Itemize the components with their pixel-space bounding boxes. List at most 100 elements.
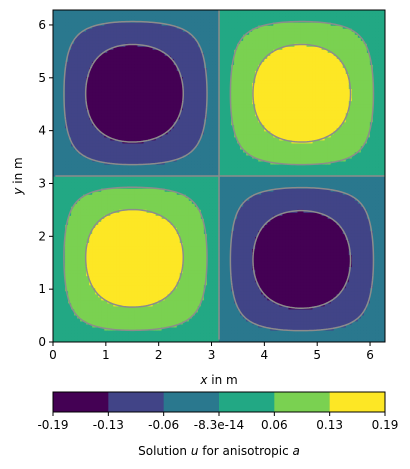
contour-cell <box>86 191 90 195</box>
contour-cell <box>188 263 193 268</box>
contour-cell <box>182 10 187 14</box>
contour-cell <box>131 206 136 210</box>
contour-cell <box>80 79 84 84</box>
contour-cell <box>161 151 166 156</box>
contour-cell <box>122 73 127 77</box>
contour-cell <box>173 151 178 156</box>
contour-cell <box>89 317 93 322</box>
contour-cell <box>95 118 99 123</box>
contour-cell <box>65 185 69 189</box>
contour-cell <box>182 218 187 222</box>
contour-cell <box>152 160 157 165</box>
contour-cell <box>116 278 120 283</box>
contour-cell <box>80 10 84 14</box>
contour-cell <box>53 145 57 150</box>
contour-cell <box>140 296 145 301</box>
contour-cell <box>131 176 136 180</box>
contour-cell <box>80 142 84 147</box>
contour-cell <box>119 338 124 342</box>
contour-cell <box>182 296 187 301</box>
contour-cell <box>146 227 151 231</box>
contour-cell <box>110 203 114 207</box>
contour-cell <box>188 251 193 256</box>
contour-cell <box>161 121 166 126</box>
contour-cell <box>53 82 57 87</box>
contour-cell <box>104 248 108 253</box>
contour-cell <box>185 335 190 340</box>
contour-cell <box>131 335 136 340</box>
contour-cell <box>140 172 145 177</box>
contour-cell <box>125 179 130 183</box>
contour-cell <box>152 182 157 186</box>
contour-cell <box>80 130 84 135</box>
contour-cell <box>92 40 96 44</box>
contour-cell <box>59 305 63 310</box>
contour-cell <box>176 296 181 301</box>
contour-cell <box>77 191 81 195</box>
contour-cell <box>113 263 117 268</box>
contour-cell <box>152 19 157 23</box>
contour-cell <box>110 290 114 295</box>
contour-cell <box>134 49 139 53</box>
contour-cell <box>80 254 84 259</box>
contour-cell <box>98 28 102 32</box>
contour-cell <box>122 200 127 204</box>
contour-cell <box>140 55 145 59</box>
contour-cell <box>179 85 184 90</box>
contour-cell <box>92 46 96 50</box>
contour-cell <box>167 308 172 313</box>
contour-cell <box>95 314 99 319</box>
contour-cell <box>134 290 139 295</box>
contour-cell <box>119 254 124 259</box>
contour-cell <box>101 335 105 340</box>
contour-cell <box>122 169 127 174</box>
contour-cell <box>101 40 105 44</box>
contour-cell <box>164 19 169 23</box>
contour-cell <box>107 302 111 307</box>
contour-cell <box>74 194 78 198</box>
contour-cell <box>149 25 154 29</box>
contour-cell <box>134 236 139 240</box>
contour-cell <box>59 136 63 141</box>
contour-cell <box>104 130 108 135</box>
contour-cell <box>59 299 63 304</box>
contour-cell <box>92 290 96 295</box>
contour-cell <box>164 79 169 84</box>
contour-cell <box>164 136 169 141</box>
contour-cell <box>92 284 96 289</box>
contour-cell <box>149 100 154 105</box>
contour-cell <box>77 145 81 150</box>
contour-cell <box>59 94 63 99</box>
contour-cell <box>113 209 117 213</box>
contour-cell <box>182 112 187 117</box>
contour-cell <box>101 203 105 207</box>
contour-cell <box>140 142 145 147</box>
contour-cell <box>173 19 178 23</box>
contour-cell <box>62 311 66 316</box>
contour-cell <box>131 100 136 105</box>
contour-cell <box>83 188 87 192</box>
contour-cell <box>134 22 139 26</box>
contour-cell <box>185 308 190 313</box>
contour-cell <box>125 55 130 59</box>
contour-cell <box>128 109 133 114</box>
contour-cell <box>152 290 157 295</box>
contour-cell <box>152 260 157 265</box>
contour-cell <box>125 290 130 295</box>
contour-cell <box>161 16 166 20</box>
contour-cell <box>185 314 190 319</box>
contour-cell <box>53 245 57 250</box>
contour-cell <box>176 227 181 231</box>
contour-cell <box>143 278 148 283</box>
contour-cell <box>164 284 169 289</box>
contour-cell <box>146 206 151 210</box>
contour-cell <box>92 182 96 186</box>
contour-cell <box>74 61 78 65</box>
contour-cell <box>62 121 66 126</box>
contour-cell <box>116 109 120 114</box>
contour-cell <box>140 130 145 135</box>
contour-cell <box>104 215 108 219</box>
contour-cell <box>53 215 57 219</box>
contour-cell <box>74 308 78 313</box>
contour-cell <box>53 338 57 342</box>
